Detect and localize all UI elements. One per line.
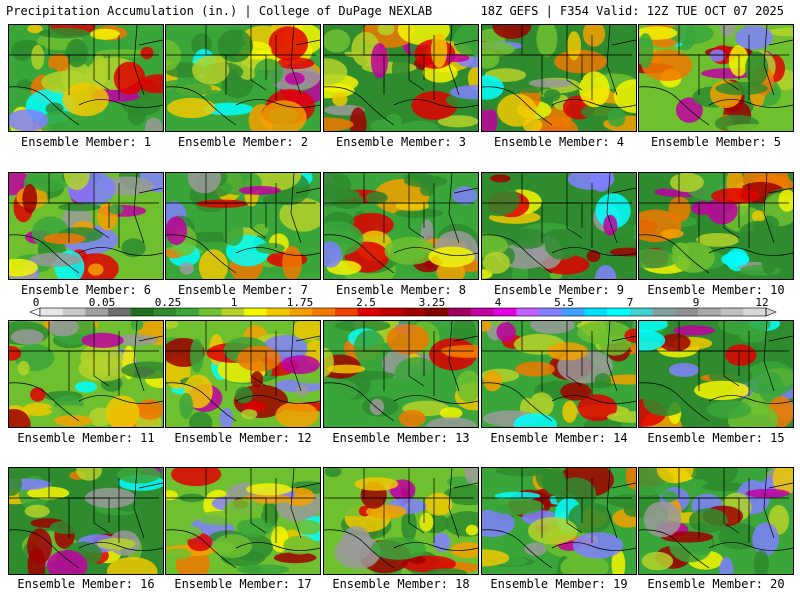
ensemble-member-label: Ensemble Member: 4	[493, 135, 625, 149]
colorbar-cell	[697, 308, 721, 316]
ensemble-map-panel	[323, 320, 479, 428]
colorbar-outline	[39, 307, 767, 317]
colorbar-tick-label: 0.25	[154, 296, 182, 309]
ensemble-member-label: Ensemble Member: 8	[335, 283, 467, 297]
ensemble-member-label: Ensemble Member: 17	[174, 577, 312, 591]
colorbar-cell	[62, 308, 86, 316]
colorbar-tick-label: 0.05	[88, 296, 116, 309]
ensemble-map-panel	[323, 172, 479, 280]
ensemble-member-label: Ensemble Member: 16	[17, 577, 155, 591]
colorbar-cell	[289, 308, 313, 316]
colorbar-tick-label: 9	[692, 296, 700, 309]
colorbar-cell	[176, 308, 200, 316]
ensemble-map-panel	[638, 320, 794, 428]
colorbar-cell	[108, 308, 132, 316]
ensemble-member-label: Ensemble Member: 18	[332, 577, 470, 591]
colorbar-cell	[471, 308, 495, 316]
ensemble-member-label: Ensemble Member: 10	[647, 283, 785, 297]
ensemble-map-panel	[638, 24, 794, 132]
ensemble-map-panel	[165, 24, 321, 132]
colorbar-tick-label: 3.25	[418, 296, 446, 309]
colorbar-cell	[720, 308, 744, 316]
ensemble-map-panel	[165, 320, 321, 428]
header-model-valid: 18Z GEFS | F354 Valid: 12Z TUE OCT 07 20…	[480, 4, 784, 18]
header-title: Precipitation Accumulation (in.) | Colle…	[6, 4, 433, 18]
colorbar-cell	[607, 308, 631, 316]
colorbar-cell	[584, 308, 608, 316]
ensemble-member-label: Ensemble Member: 19	[490, 577, 628, 591]
colorbar-cell	[380, 308, 404, 316]
colorbar-cell	[40, 308, 63, 316]
ensemble-map-panel	[481, 320, 637, 428]
colorbar-cell	[629, 308, 653, 316]
colorbar-tick-label: 2.5	[356, 296, 376, 309]
ensemble-member-label: Ensemble Member: 12	[174, 431, 312, 445]
colorbar-cell	[357, 308, 381, 316]
ensemble-member-label: Ensemble Member: 7	[177, 283, 309, 297]
ensemble-map-panel	[165, 172, 321, 280]
colorbar-cell	[539, 308, 563, 316]
colorbar-cell	[425, 308, 449, 316]
ensemble-map-panel	[638, 467, 794, 575]
ensemble-member-label: Ensemble Member: 20	[647, 577, 785, 591]
colorbar-tick-label: 1.75	[286, 296, 314, 309]
ensemble-map-panel	[323, 467, 479, 575]
colorbar-tick-label: 5.5	[554, 296, 574, 309]
ensemble-map-panel	[165, 467, 321, 575]
ensemble-map-panel	[8, 467, 164, 575]
ensemble-member-label: Ensemble Member: 13	[332, 431, 470, 445]
ensemble-member-label: Ensemble Member: 15	[647, 431, 785, 445]
colorbar-cell	[516, 308, 540, 316]
colorbar-tick-label: 4	[494, 296, 502, 309]
colorbar-cell	[334, 308, 358, 316]
ensemble-map-panel	[481, 24, 637, 132]
colorbar-cell	[266, 308, 290, 316]
colorbar-min-arrow	[29, 307, 41, 317]
colorbar-cell	[221, 308, 245, 316]
ensemble-member-label: Ensemble Member: 1	[20, 135, 152, 149]
ensemble-map-panel	[481, 172, 637, 280]
ensemble-map-panel	[8, 24, 164, 132]
colorbar-cell	[244, 308, 268, 316]
ensemble-map-panel	[638, 172, 794, 280]
colorbar-cell	[198, 308, 222, 316]
colorbar-cell	[493, 308, 517, 316]
ensemble-map-panel	[8, 320, 164, 428]
colorbar-cell	[675, 308, 699, 316]
ensemble-member-label: Ensemble Member: 11	[17, 431, 155, 445]
colorbar-cell	[153, 308, 177, 316]
colorbar-cell	[743, 308, 767, 316]
ensemble-map-panel	[8, 172, 164, 280]
colorbar-cell	[130, 308, 154, 316]
ensemble-member-label: Ensemble Member: 5	[650, 135, 782, 149]
ensemble-member-label: Ensemble Member: 6	[20, 283, 152, 297]
colorbar-cell	[448, 308, 472, 316]
colorbar-cell	[85, 308, 109, 316]
ensemble-member-label: Ensemble Member: 9	[493, 283, 625, 297]
colorbar-cell	[403, 308, 426, 316]
colorbar	[29, 307, 777, 317]
colorbar-tick-label: 1	[230, 296, 238, 309]
ensemble-member-label: Ensemble Member: 3	[335, 135, 467, 149]
ensemble-map-panel	[323, 24, 479, 132]
colorbar-cell	[652, 308, 676, 316]
colorbar-cell	[561, 308, 585, 316]
ensemble-member-label: Ensemble Member: 14	[490, 431, 628, 445]
ensemble-member-label: Ensemble Member: 2	[177, 135, 309, 149]
ensemble-map-panel	[481, 467, 637, 575]
colorbar-max-arrow	[765, 307, 777, 317]
colorbar-tick-label: 0	[32, 296, 40, 309]
colorbar-tick-label: 12	[755, 296, 769, 309]
colorbar-tick-label: 7	[626, 296, 634, 309]
colorbar-cell	[312, 308, 336, 316]
